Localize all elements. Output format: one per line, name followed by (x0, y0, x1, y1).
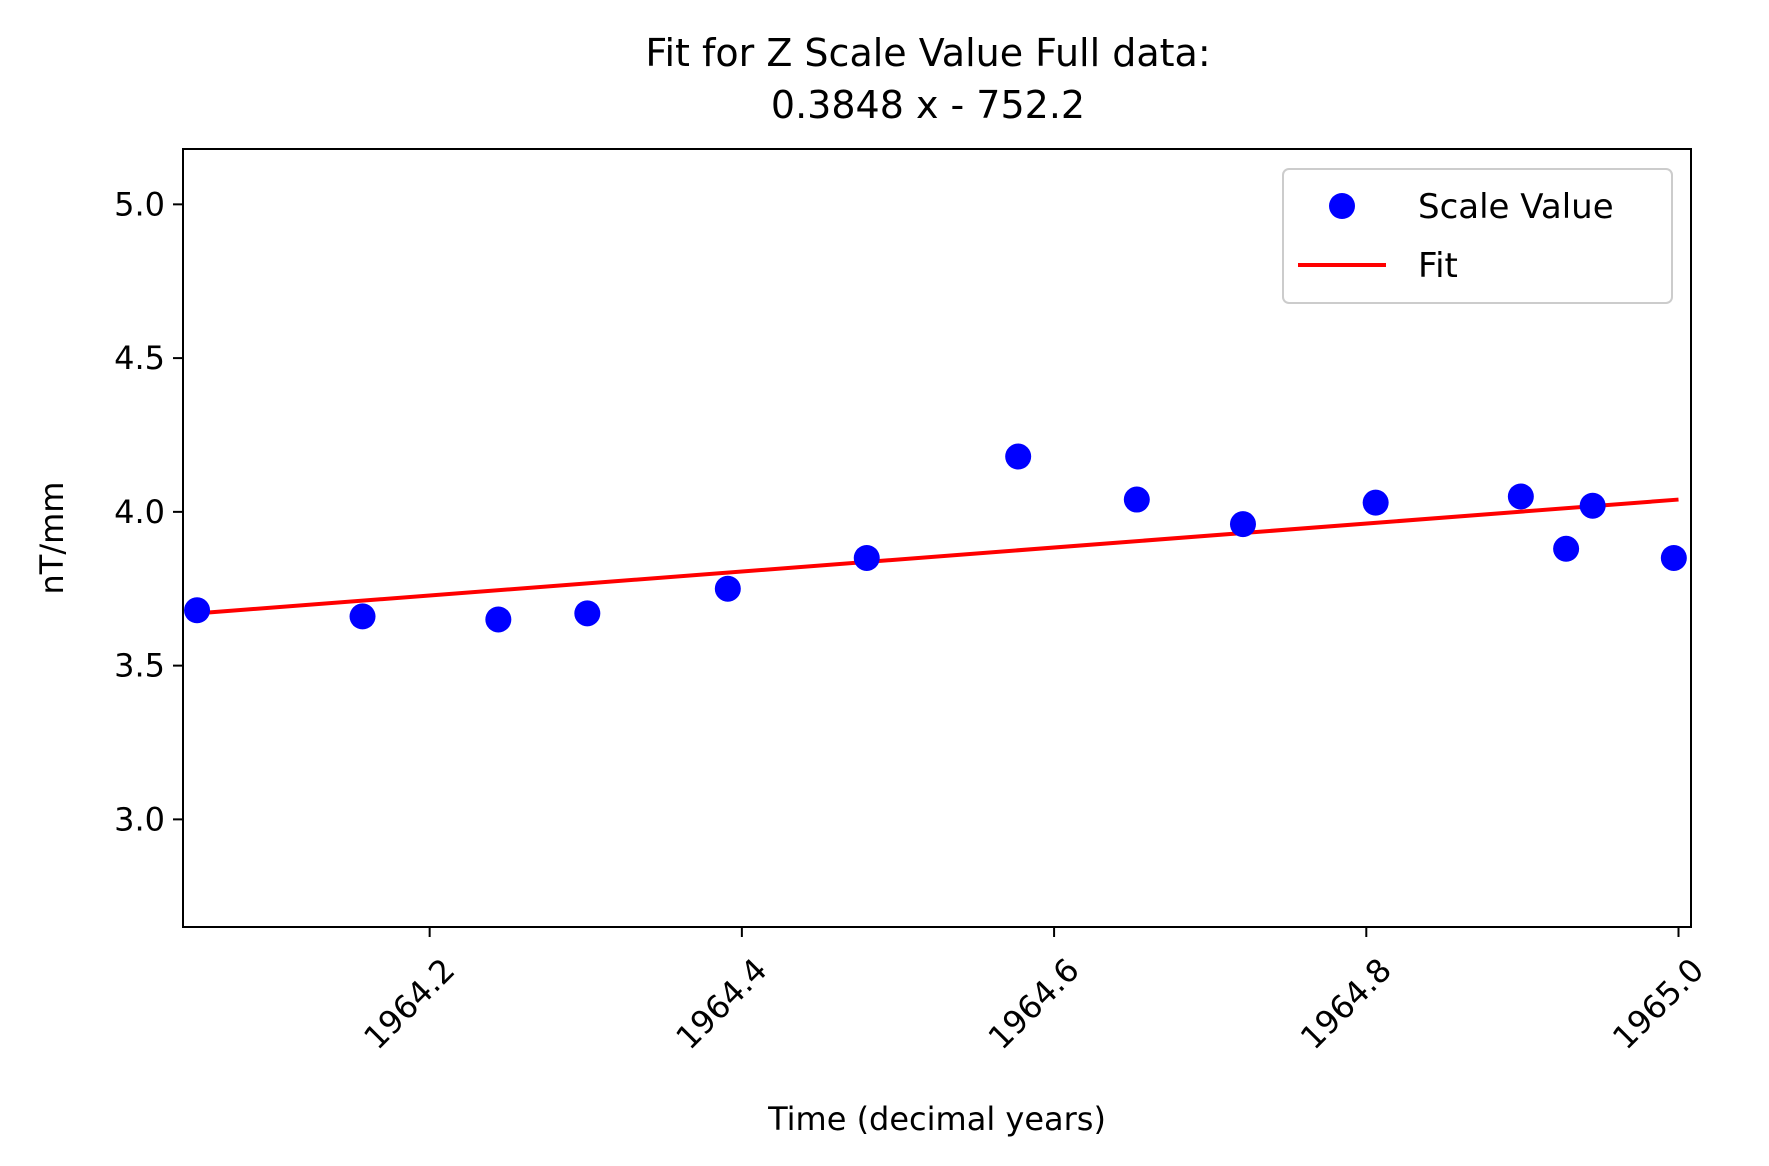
scale-value-point (1553, 535, 1580, 562)
x-axis-label: Time (decimal years) (767, 1100, 1106, 1138)
scale-value-point (714, 575, 741, 602)
scale-value-point (1123, 486, 1150, 513)
legend-label-scale-value: Scale Value (1418, 187, 1614, 227)
scale-value-point (485, 606, 512, 633)
scale-value-point (1507, 483, 1534, 510)
y-axis-label: nT/mm (33, 482, 71, 595)
scale-value-point (1005, 443, 1032, 470)
legend-marker-scale-value (1329, 193, 1355, 219)
scale-value-point (349, 603, 376, 630)
plot-frame (182, 148, 1692, 928)
scale-value-point (574, 600, 601, 627)
scale-value-point (184, 597, 211, 624)
legend-label-fit: Fit (1418, 246, 1458, 286)
y-tick-label: 3.0 (114, 800, 165, 838)
scale-value-point (1229, 511, 1256, 538)
chart-subtitle: 0.3848 x - 752.2 (771, 83, 1085, 127)
chart-title: Fit for Z Scale Value Full data: (645, 31, 1210, 75)
y-tick-label: 3.5 (114, 647, 165, 685)
y-tick-label: 4.5 (114, 339, 165, 377)
scale-value-point (1660, 544, 1687, 571)
scale-value-point (853, 544, 880, 571)
legend: Scale Value Fit (1282, 168, 1673, 304)
legend-box (1282, 168, 1673, 304)
y-tick-label: 4.0 (114, 493, 165, 531)
plot-area (184, 443, 1687, 633)
scale-value-point (1362, 489, 1389, 516)
fit-line (196, 497, 1679, 616)
scale-value-point (1579, 492, 1606, 519)
y-axis: 3.0 3.5 4.0 4.5 5.0 (114, 185, 183, 838)
y-tick-label: 5.0 (114, 185, 165, 223)
